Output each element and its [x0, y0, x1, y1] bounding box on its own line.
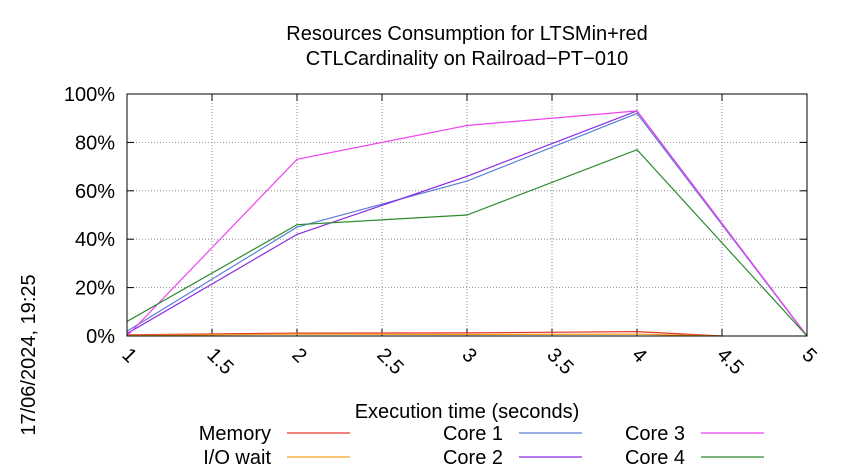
y-tick-label: 60%: [75, 181, 115, 203]
x-tick-label: 2.5: [372, 344, 407, 379]
x-tick-label: 1: [117, 344, 140, 367]
y-tick-label: 20%: [75, 278, 115, 300]
x-tick-label: 3: [457, 344, 480, 367]
series-line-core-1: [126, 112, 808, 337]
series-lines: [126, 110, 808, 337]
plot-border: [126, 93, 808, 337]
x-tick-label: 3.5: [542, 344, 577, 379]
chart-title-line-2: CTLCardinality on Railroad−PT−010: [306, 48, 628, 70]
legend-label: Core 2: [443, 447, 503, 469]
y-tick-label: 80%: [75, 132, 115, 154]
series-line-core-4: [126, 148, 808, 337]
legend-label: I/O wait: [203, 447, 271, 469]
series-line-i-o-wait: [126, 333, 723, 337]
x-tick-label: 5: [797, 344, 820, 367]
series-line-memory: [126, 330, 723, 337]
grid-lines: [127, 94, 807, 336]
series-line-core-3: [126, 110, 808, 337]
chart-title-line-1: Resources Consumption for LTSMin+red: [286, 23, 647, 45]
legend-label: Core 3: [625, 423, 685, 445]
timestamp-label: 17/06/2024, 19:25: [18, 274, 40, 435]
legend-label: Memory: [199, 423, 271, 445]
y-axis-ticks: 0% 20% 40% 60% 80% 100%: [64, 84, 807, 348]
legend-label: Core 1: [443, 423, 503, 445]
x-tick-label: 4: [627, 344, 650, 367]
y-tick-label: 40%: [75, 229, 115, 251]
x-tick-label: 1.5: [202, 344, 237, 379]
legend-label: Core 4: [625, 447, 685, 469]
y-tick-label: 100%: [64, 84, 115, 106]
x-axis-label: Execution time (seconds): [355, 401, 580, 423]
y-tick-label: 0%: [86, 326, 115, 348]
x-tick-label: 4.5: [712, 344, 747, 379]
x-tick-label: 2: [287, 344, 310, 367]
